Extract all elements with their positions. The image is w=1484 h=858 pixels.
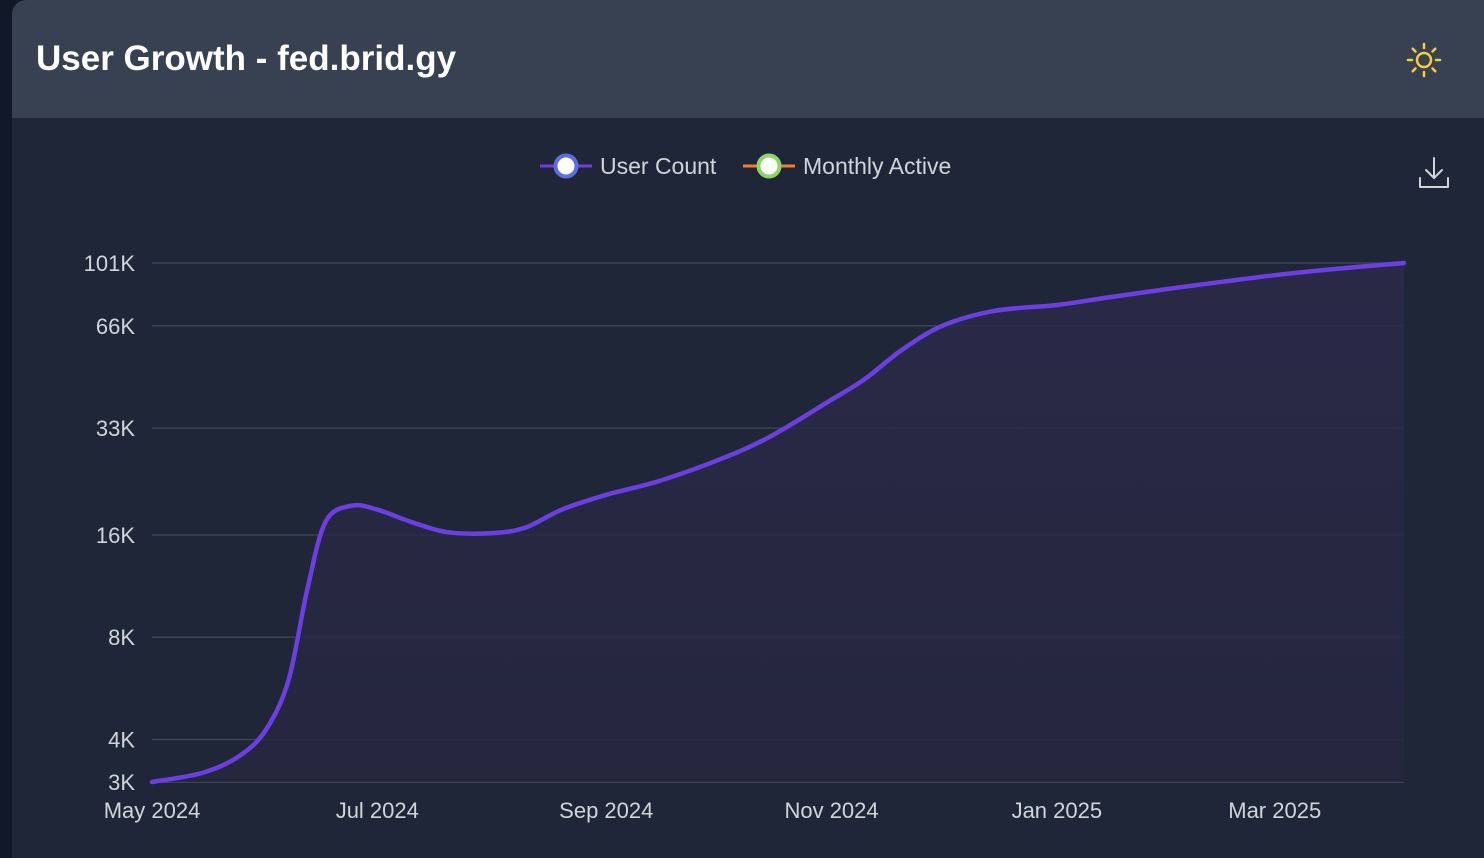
user-count-point[interactable]: [937, 321, 947, 331]
user-count-point[interactable]: [712, 455, 722, 465]
user-count-point[interactable]: [302, 585, 312, 595]
user-count-line[interactable]: [149, 260, 1407, 785]
x-tick-label: Jul 2024: [336, 798, 419, 823]
x-tick-label: Mar 2025: [1228, 798, 1321, 823]
y-tick-label: 66K: [96, 314, 135, 339]
user-count-point[interactable]: [406, 517, 416, 527]
card-header: User Growth - fed.brid.gy: [12, 0, 1484, 118]
user-count-point[interactable]: [1104, 292, 1114, 302]
user-count-point[interactable]: [321, 517, 331, 527]
sun-icon: [1406, 42, 1442, 78]
user-count-point[interactable]: [764, 432, 774, 442]
y-tick-label: 8K: [108, 625, 135, 650]
legend-label-user-count: User Count: [600, 152, 717, 179]
user-count-point[interactable]: [827, 395, 837, 405]
x-tick-label: Sep 2024: [559, 798, 653, 823]
user-count-point[interactable]: [860, 374, 870, 384]
y-tick-label: 4K: [108, 728, 135, 753]
user-count-point[interactable]: [601, 490, 611, 500]
user-count-point[interactable]: [147, 777, 157, 787]
user-count-point[interactable]: [557, 505, 567, 515]
x-axis-labels: May 2024 Jul 2024 Sep 2024 Nov 2024 Jan 2025…: [104, 798, 1322, 823]
y-axis-labels: 101K 66K 33K 16K 8K 4K 3K: [84, 251, 136, 795]
user-count-point[interactable]: [897, 345, 907, 355]
user-count-point[interactable]: [261, 724, 271, 734]
user-count-point[interactable]: [1399, 258, 1409, 268]
legend-label-monthly-active: Monthly Active: [803, 152, 952, 179]
user-count-point[interactable]: [989, 306, 999, 316]
user-count-area: [152, 263, 1404, 782]
y-tick-label: 16K: [96, 523, 135, 548]
user-count-point[interactable]: [520, 523, 530, 533]
user-count-point[interactable]: [442, 527, 452, 537]
user-count-marker-icon: [540, 153, 592, 179]
download-icon: [1419, 157, 1449, 188]
user-count-point[interactable]: [1270, 270, 1280, 280]
theme-toggle-button[interactable]: [1402, 38, 1446, 82]
chart-plot: 101K 66K 33K 16K 8K 4K 3K May 2024 Jul 2024 Sep …: [84, 251, 1409, 823]
user-count-point[interactable]: [487, 528, 497, 538]
user-count-point[interactable]: [1052, 300, 1062, 310]
y-tick-label: 101K: [84, 251, 136, 276]
y-tick-label: 3K: [108, 770, 135, 795]
chart-legend: User Count Monthly Active: [12, 148, 1484, 188]
area-layer: [147, 258, 1409, 787]
user-count-point[interactable]: [199, 767, 209, 777]
y-tick-label: 33K: [96, 416, 135, 441]
user-count-point[interactable]: [284, 675, 294, 685]
x-tick-label: Jan 2025: [1012, 798, 1103, 823]
x-tick-label: Nov 2024: [784, 798, 878, 823]
chart-card: User Growth - fed.brid.gy: [12, 0, 1484, 858]
user-count-point[interactable]: [1166, 283, 1176, 293]
user-count-point[interactable]: [236, 750, 246, 760]
user-count-point[interactable]: [1218, 277, 1228, 287]
user-count-point[interactable]: [372, 505, 382, 515]
legend-item-monthly-active[interactable]: Monthly Active: [743, 148, 951, 184]
chart-title: User Growth - fed.brid.gy: [36, 39, 457, 78]
monthly-active-marker-icon: [743, 153, 795, 179]
legend-item-user-count[interactable]: User Count: [540, 148, 716, 184]
user-count-point[interactable]: [653, 476, 663, 486]
user-count-point[interactable]: [346, 501, 356, 511]
download-button[interactable]: [1414, 154, 1454, 194]
user-count-point[interactable]: [1321, 265, 1331, 275]
x-tick-label: May 2024: [104, 798, 201, 823]
